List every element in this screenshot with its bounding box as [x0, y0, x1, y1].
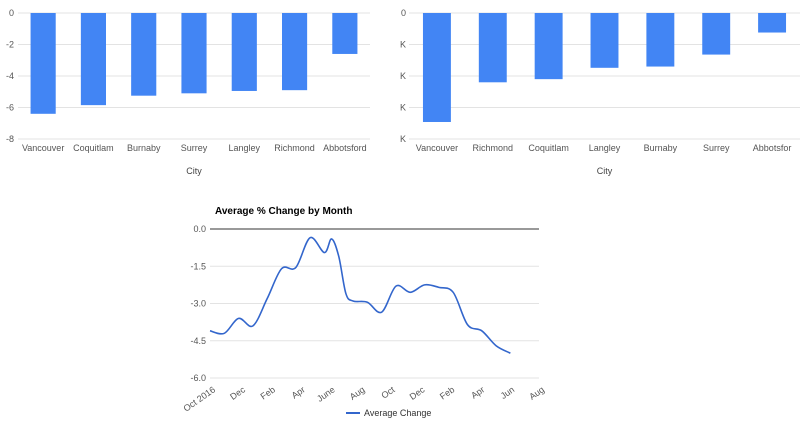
y-tick-label: -4 — [6, 71, 14, 81]
bar-langley — [231, 13, 257, 91]
x-tick-label: Feb — [259, 384, 277, 401]
bar-burnaby — [646, 13, 675, 67]
x-tick-label: Coquitlam — [73, 143, 114, 153]
y-tick-label: -3.0 — [190, 299, 206, 309]
x-tick-label: Richmond — [473, 143, 514, 153]
y-tick-label: -100K — [400, 71, 406, 81]
legend-label: Average Change — [364, 408, 431, 418]
x-tick-label: Vancouver — [416, 143, 458, 153]
bar-abbotsford — [332, 13, 358, 54]
y-tick-label: -6 — [6, 103, 14, 113]
bar-burnaby — [131, 13, 157, 96]
bar-coquitlam — [80, 13, 106, 106]
x-tick-label: Aug — [527, 384, 546, 401]
y-tick-label: 0 — [401, 8, 406, 18]
y-tick-label: -6.0 — [190, 373, 206, 383]
y-tick-label: -1.5 — [190, 261, 206, 271]
y-tick-label: 0.0 — [193, 224, 206, 234]
bar-chart-dollar-change: 0 -50K -100K -150K -200K Vancouver Richmond Coq… — [400, 8, 800, 176]
x-axis-title: City — [186, 166, 202, 176]
x-tick-label: Burnaby — [127, 143, 161, 153]
x-tick-label: Feb — [438, 384, 456, 401]
y-tick-label: -150K — [400, 103, 406, 113]
chart-title: Average % Change by Month — [215, 206, 352, 217]
x-tick-label: Langley — [229, 143, 261, 153]
bar-surrey — [181, 13, 207, 94]
x-tick-label: Vancouver — [22, 143, 64, 153]
x-tick-label: Dec — [228, 384, 247, 402]
y-tick-label: -4.5 — [190, 336, 206, 346]
bar-vancouver — [30, 13, 56, 114]
x-tick-label: Richmond — [274, 143, 315, 153]
y-tick-label: -200K — [400, 134, 406, 144]
x-tick-label: Dec — [408, 384, 427, 402]
x-tick-label: Coquitlam — [528, 143, 569, 153]
bar-richmond — [282, 13, 308, 91]
x-axis-title: City — [597, 166, 613, 176]
bar-abbotsfor — [758, 13, 787, 33]
x-tick-label: Oct — [379, 384, 397, 401]
x-tick-label: Abbotsfor — [753, 143, 792, 153]
x-tick-label: Aug — [348, 384, 367, 401]
bar-coquitlam — [534, 13, 563, 80]
x-tick-label: Surrey — [703, 143, 730, 153]
line-chart-average-change: Average % Change by Month 0.0 -1.5 -3.0 -4.5… — [181, 206, 546, 418]
x-tick-label: Abbotsford — [323, 143, 367, 153]
bar-langley — [590, 13, 619, 68]
y-tick-label: -50K — [400, 40, 406, 50]
bar-chart-percent-change: 0 -2 -4 -6 -8 Vancouver Coquitlam Burnaby Surrey… — [6, 8, 370, 176]
x-tick-label: Oct 2016 — [181, 384, 217, 413]
x-tick-label: Apr — [469, 384, 486, 400]
x-tick-label: Apr — [290, 384, 307, 400]
x-tick-label: Jun — [499, 384, 517, 401]
bar-vancouver — [422, 13, 451, 122]
x-tick-label: Surrey — [181, 143, 208, 153]
x-tick-label: Langley — [589, 143, 621, 153]
x-tick-label: Burnaby — [644, 143, 678, 153]
y-tick-label: -8 — [6, 134, 14, 144]
y-tick-label: -2 — [6, 40, 14, 50]
series-line-average-change — [209, 236, 511, 354]
x-tick-label: June — [315, 384, 337, 403]
bar-surrey — [702, 13, 731, 55]
bar-richmond — [478, 13, 507, 83]
y-tick-label: 0 — [9, 8, 14, 18]
